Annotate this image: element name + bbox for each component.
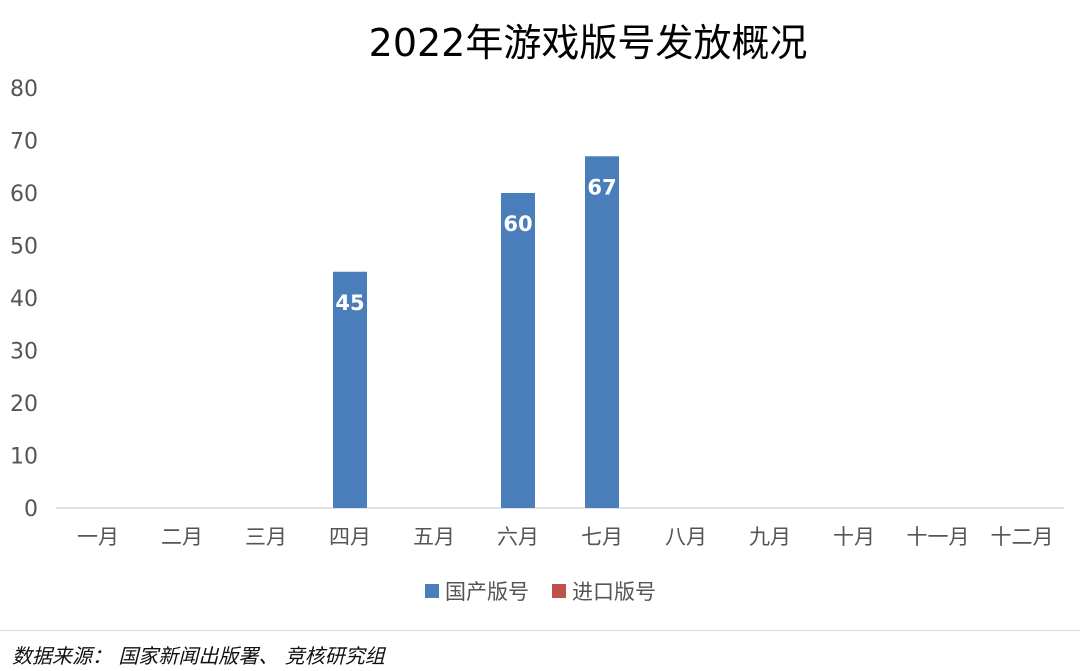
legend-swatch-0 bbox=[425, 584, 439, 598]
legend-item-domestic: 国产版号 bbox=[445, 580, 529, 604]
x-tick-label-9: 十月 bbox=[833, 525, 875, 549]
x-tick-label-2: 三月 bbox=[245, 525, 287, 549]
x-tick-label-6: 七月 bbox=[581, 525, 623, 549]
data-labels: 45 60 67 bbox=[335, 175, 616, 315]
bar-0-3 bbox=[333, 271, 367, 508]
y-tick-label-5: 50 bbox=[10, 235, 38, 260]
x-tick-label-1: 二月 bbox=[161, 525, 203, 549]
bar-0-5 bbox=[501, 193, 535, 508]
x-tick-label-8: 九月 bbox=[749, 525, 791, 549]
source-divider bbox=[0, 630, 1080, 631]
data-label-0-5: 60 bbox=[503, 212, 532, 236]
x-tick-label-3: 四月 bbox=[329, 525, 371, 549]
bar-0-6 bbox=[585, 156, 619, 508]
y-tick-label-6: 60 bbox=[10, 182, 38, 207]
legend: 国产版号 进口版号 bbox=[425, 580, 656, 604]
source-note: 数据来源： 国家新闻出版署、 竞核研究组 bbox=[12, 644, 385, 668]
data-label-0-6: 67 bbox=[587, 175, 616, 199]
y-tick-label-8: 80 bbox=[10, 77, 38, 102]
y-tick-label-0: 0 bbox=[24, 497, 38, 522]
x-tick-label-7: 八月 bbox=[665, 525, 707, 549]
x-axis: 一月 二月 三月 四月 五月 六月 七月 八月 九月 十月 十一月 十二月 bbox=[56, 507, 1064, 549]
x-tick-label-4: 五月 bbox=[413, 525, 455, 549]
y-axis: 0 10 20 30 40 50 60 70 80 bbox=[10, 77, 38, 522]
chart-title: 2022年游戏版号发放概况 bbox=[369, 21, 808, 65]
y-tick-label-3: 30 bbox=[10, 340, 38, 365]
bars bbox=[333, 156, 619, 508]
x-tick-label-5: 六月 bbox=[497, 525, 539, 549]
x-tick-label-0: 一月 bbox=[77, 525, 119, 549]
data-label-0-3: 45 bbox=[335, 291, 364, 315]
x-tick-label-10: 十一月 bbox=[907, 525, 970, 549]
y-tick-label-4: 40 bbox=[10, 287, 38, 312]
legend-swatch-1 bbox=[552, 584, 566, 598]
x-tick-label-11: 十二月 bbox=[991, 525, 1054, 549]
y-tick-label-7: 70 bbox=[10, 130, 38, 155]
y-tick-label-1: 10 bbox=[10, 445, 38, 470]
legend-item-import: 进口版号 bbox=[572, 580, 656, 604]
y-tick-label-2: 20 bbox=[10, 392, 38, 417]
